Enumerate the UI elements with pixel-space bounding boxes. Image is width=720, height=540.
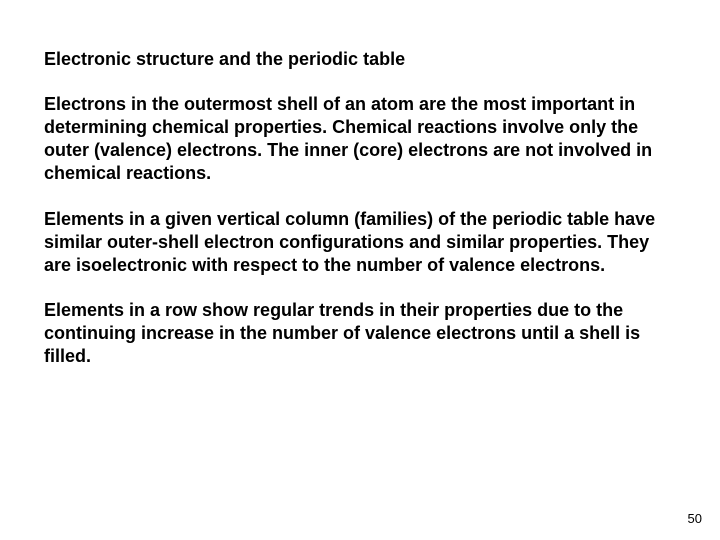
paragraph-3: Elements in a row show regular trends in… bbox=[44, 299, 676, 368]
paragraph-2: Elements in a given vertical column (fam… bbox=[44, 208, 676, 277]
slide-heading: Electronic structure and the periodic ta… bbox=[44, 48, 676, 71]
slide: Electronic structure and the periodic ta… bbox=[0, 0, 720, 540]
paragraph-1: Electrons in the outermost shell of an a… bbox=[44, 93, 676, 185]
page-number: 50 bbox=[688, 511, 702, 526]
